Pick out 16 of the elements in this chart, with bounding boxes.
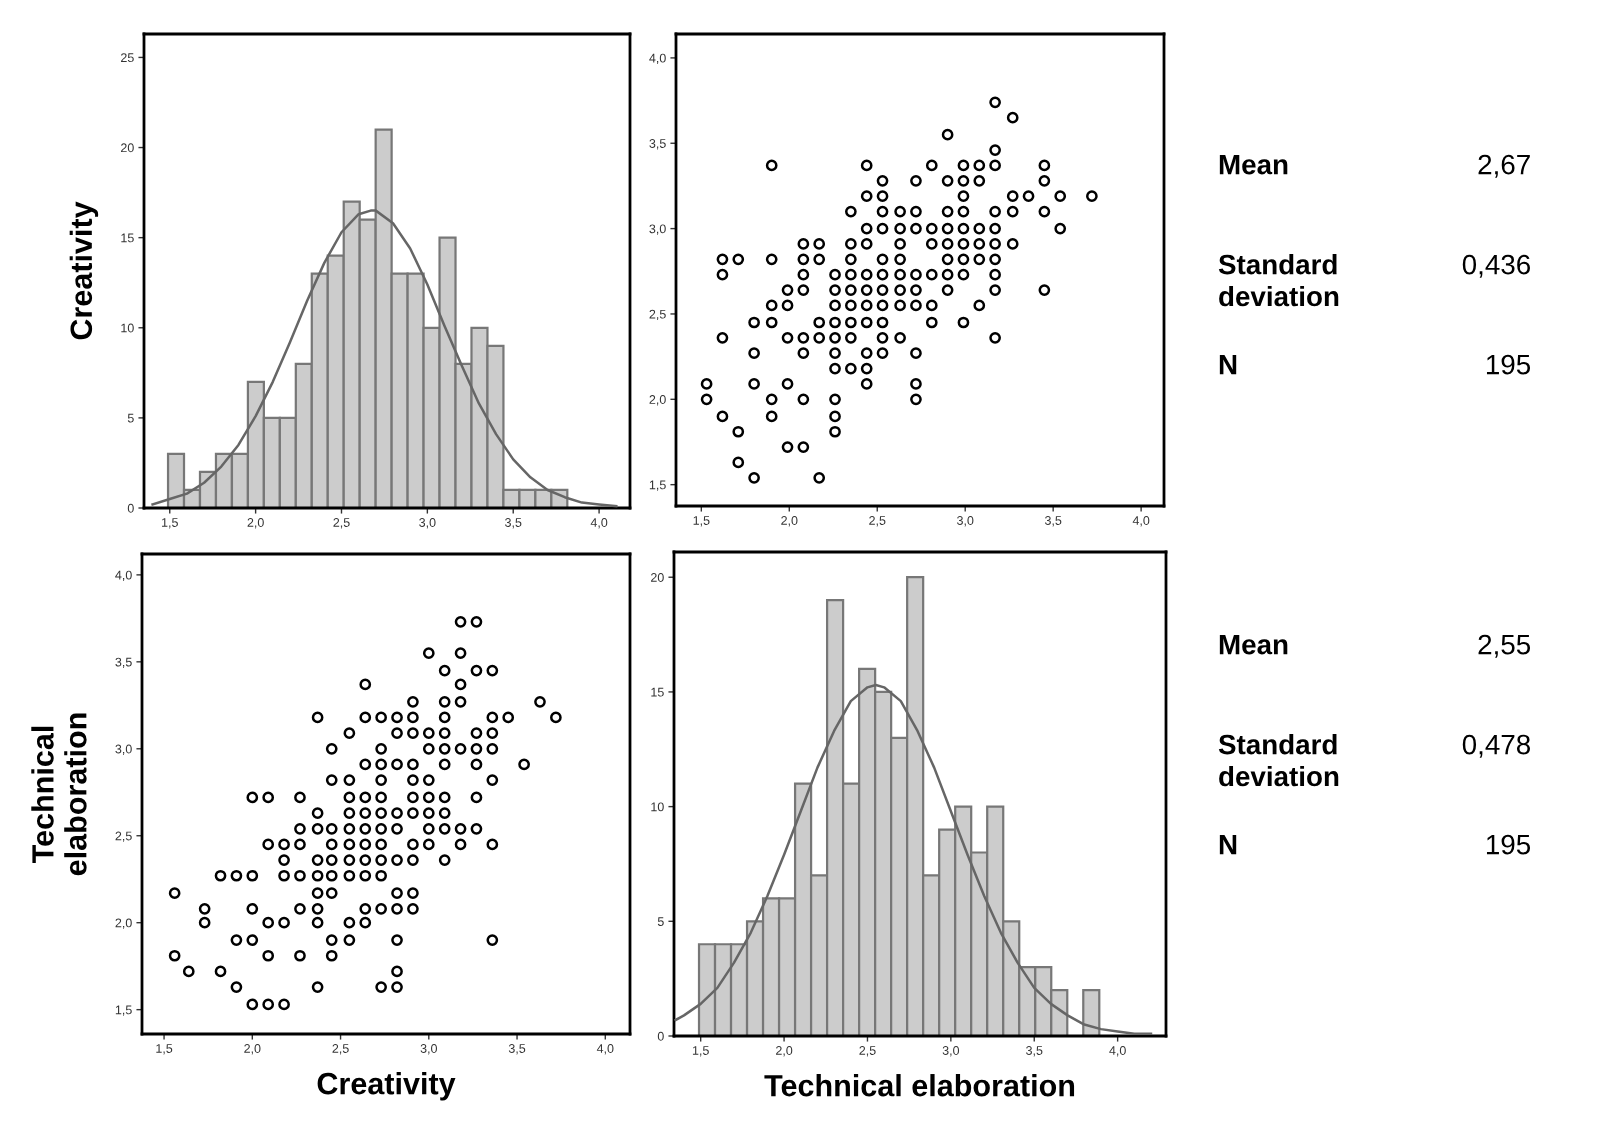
text: 2,55 (1478, 634, 1531, 658)
text: Standard deviation (1218, 734, 1339, 787)
text: Standard deviation (1218, 254, 1339, 307)
x-axis-title: Creativity (317, 1072, 456, 1101)
text: 195 (1486, 834, 1531, 855)
y-axis-title: Creativity (69, 201, 99, 340)
text: 0,478 (1462, 734, 1530, 758)
text: N (1219, 835, 1237, 855)
x-axis-title: Technical elaboration (764, 1074, 1075, 1097)
text: 195 (1486, 354, 1531, 375)
text: 2,67 (1478, 154, 1530, 178)
text: Mean (1219, 635, 1288, 655)
y-axis-title: Technical elaboration (31, 713, 87, 876)
text: Mean (1219, 155, 1288, 175)
text: 0,436 (1462, 254, 1530, 278)
text: N (1219, 355, 1237, 375)
